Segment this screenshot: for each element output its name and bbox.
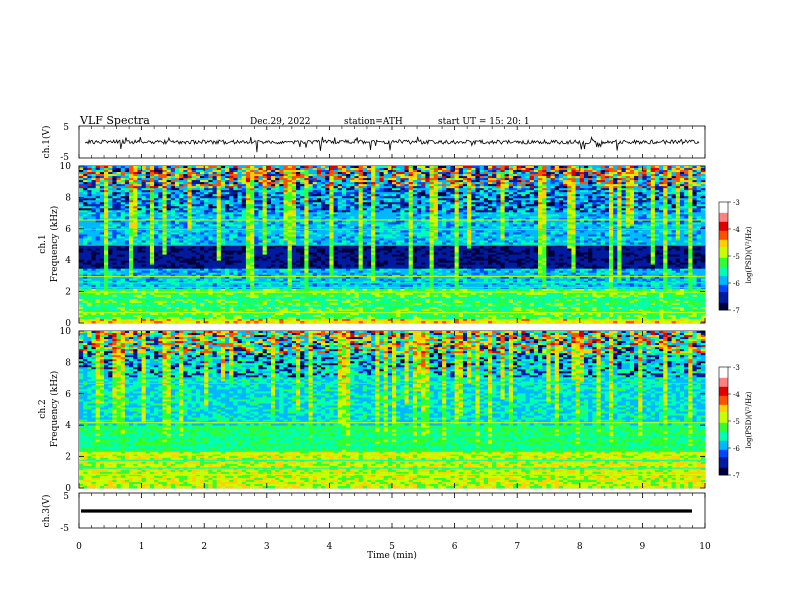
- spectrogram-ytick-label: 10: [60, 327, 72, 337]
- ch2-ylabel-channel: ch.2: [38, 399, 48, 418]
- ch1-colorbar: -3 -4 -5 -6 -7: [718, 199, 740, 315]
- ch1-colorbar-label: log(PSD)(V²/Hz): [745, 226, 753, 283]
- spectrogram-ytick-label: 2: [65, 288, 71, 298]
- spectrogram-ytick-label: 10: [60, 162, 72, 172]
- colorbar-tick-label: -6: [733, 280, 740, 288]
- time-axis: 0 1 2 3 4 5 6 7 8 9 10: [76, 126, 711, 552]
- ch1-ylabel-frequency: Frequency (kHz): [49, 206, 60, 283]
- spectrogram-ytick-label: 4: [65, 421, 71, 431]
- station-label: station=ATH: [344, 117, 403, 127]
- spectrogram-ytick-label: 6: [65, 225, 71, 235]
- spectrogram-ytick-label: 0: [65, 484, 71, 494]
- start-time-label: start UT = 15: 20: 1: [438, 117, 530, 127]
- time-tick-label: 4: [327, 542, 333, 552]
- colorbar-tick-label: -7: [733, 307, 740, 315]
- spectrogram-ytick-label: 6: [65, 390, 71, 400]
- ch2-spectrogram-panel: 0 2 4 6 8 10 ch.2 Frequency (kHz): [38, 327, 706, 494]
- time-tick-label: 9: [640, 542, 646, 552]
- colorbar-tick-label: -7: [733, 472, 740, 480]
- ch1-ytick-top: 5: [63, 123, 69, 133]
- time-tick-label: 0: [76, 542, 82, 552]
- ch3-ylabel: ch.3(V): [41, 495, 52, 528]
- ch1-waveform-panel: 5 -5 ch.1(V): [41, 123, 706, 163]
- spectrogram-ytick-label: 2: [65, 453, 71, 463]
- time-tick-label: 5: [389, 542, 395, 552]
- time-tick-label: 8: [577, 542, 583, 552]
- colorbar-tick-label: -4: [733, 226, 740, 234]
- spectrogram-ytick-label: 8: [65, 358, 71, 368]
- ch1-spectrogram-panel: 0 2 4 6 8 10 ch.1 Frequency (kHz): [38, 162, 706, 329]
- ch3-waveform-panel: 5 -5 ch.3(V): [41, 492, 706, 534]
- spectrogram-ytick-label: 4: [65, 256, 71, 266]
- colorbar-tick-label: -5: [733, 418, 740, 426]
- time-axis-label: Time (min): [367, 550, 417, 561]
- time-tick-label: 10: [699, 542, 711, 552]
- spectrogram-ytick-label: 0: [65, 319, 71, 329]
- ch3-ytick-bottom: -5: [60, 524, 69, 534]
- colorbar-tick-label: -3: [733, 364, 740, 372]
- time-tick-label: 1: [139, 542, 145, 552]
- colorbar-tick-label: -4: [733, 391, 740, 399]
- ch2-ylabel-frequency: Frequency (kHz): [49, 371, 60, 448]
- ch2-colorbar: -3 -4 -5 -6 -7: [718, 364, 740, 480]
- ch3-ytick-top: 5: [63, 492, 69, 502]
- ch2-colorbar-label: log(PSD)(V²/Hz): [745, 391, 753, 448]
- time-tick-label: 2: [201, 542, 207, 552]
- ch1-ylabel-channel: ch.1: [38, 234, 48, 253]
- figure-title: VLF Spectra: [79, 114, 150, 127]
- ch2-spectrogram-image: [79, 331, 706, 489]
- colorbar-tick-label: -3: [733, 199, 740, 207]
- spectrogram-ytick-label: 8: [65, 193, 71, 203]
- date-label: Dec.29, 2022: [250, 117, 311, 127]
- colorbar-tick-label: -6: [733, 445, 740, 453]
- time-tick-label: 6: [452, 542, 458, 552]
- ch1-ytick-bottom: -5: [60, 153, 69, 163]
- ch1-spectrogram-image: [79, 166, 706, 324]
- colorbar-tick-label: -5: [733, 253, 740, 261]
- ch1-waveform-line: [84, 136, 700, 153]
- time-tick-label: 3: [264, 542, 270, 552]
- time-tick-label: 7: [514, 542, 520, 552]
- ch1-ylabel: ch.1(V): [41, 126, 52, 159]
